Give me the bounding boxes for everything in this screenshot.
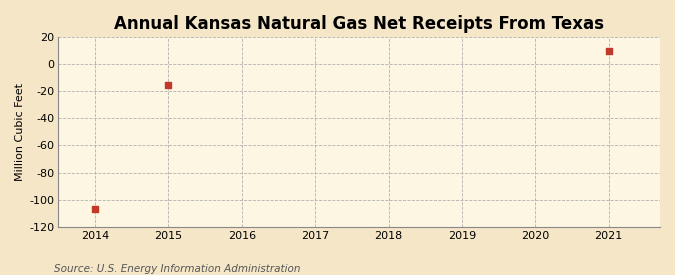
Y-axis label: Million Cubic Feet: Million Cubic Feet xyxy=(15,83,25,181)
Text: Source: U.S. Energy Information Administration: Source: U.S. Energy Information Administ… xyxy=(54,264,300,274)
Point xyxy=(603,49,614,53)
Title: Annual Kansas Natural Gas Net Receipts From Texas: Annual Kansas Natural Gas Net Receipts F… xyxy=(114,15,604,33)
Point xyxy=(163,82,174,87)
Point xyxy=(90,207,101,211)
